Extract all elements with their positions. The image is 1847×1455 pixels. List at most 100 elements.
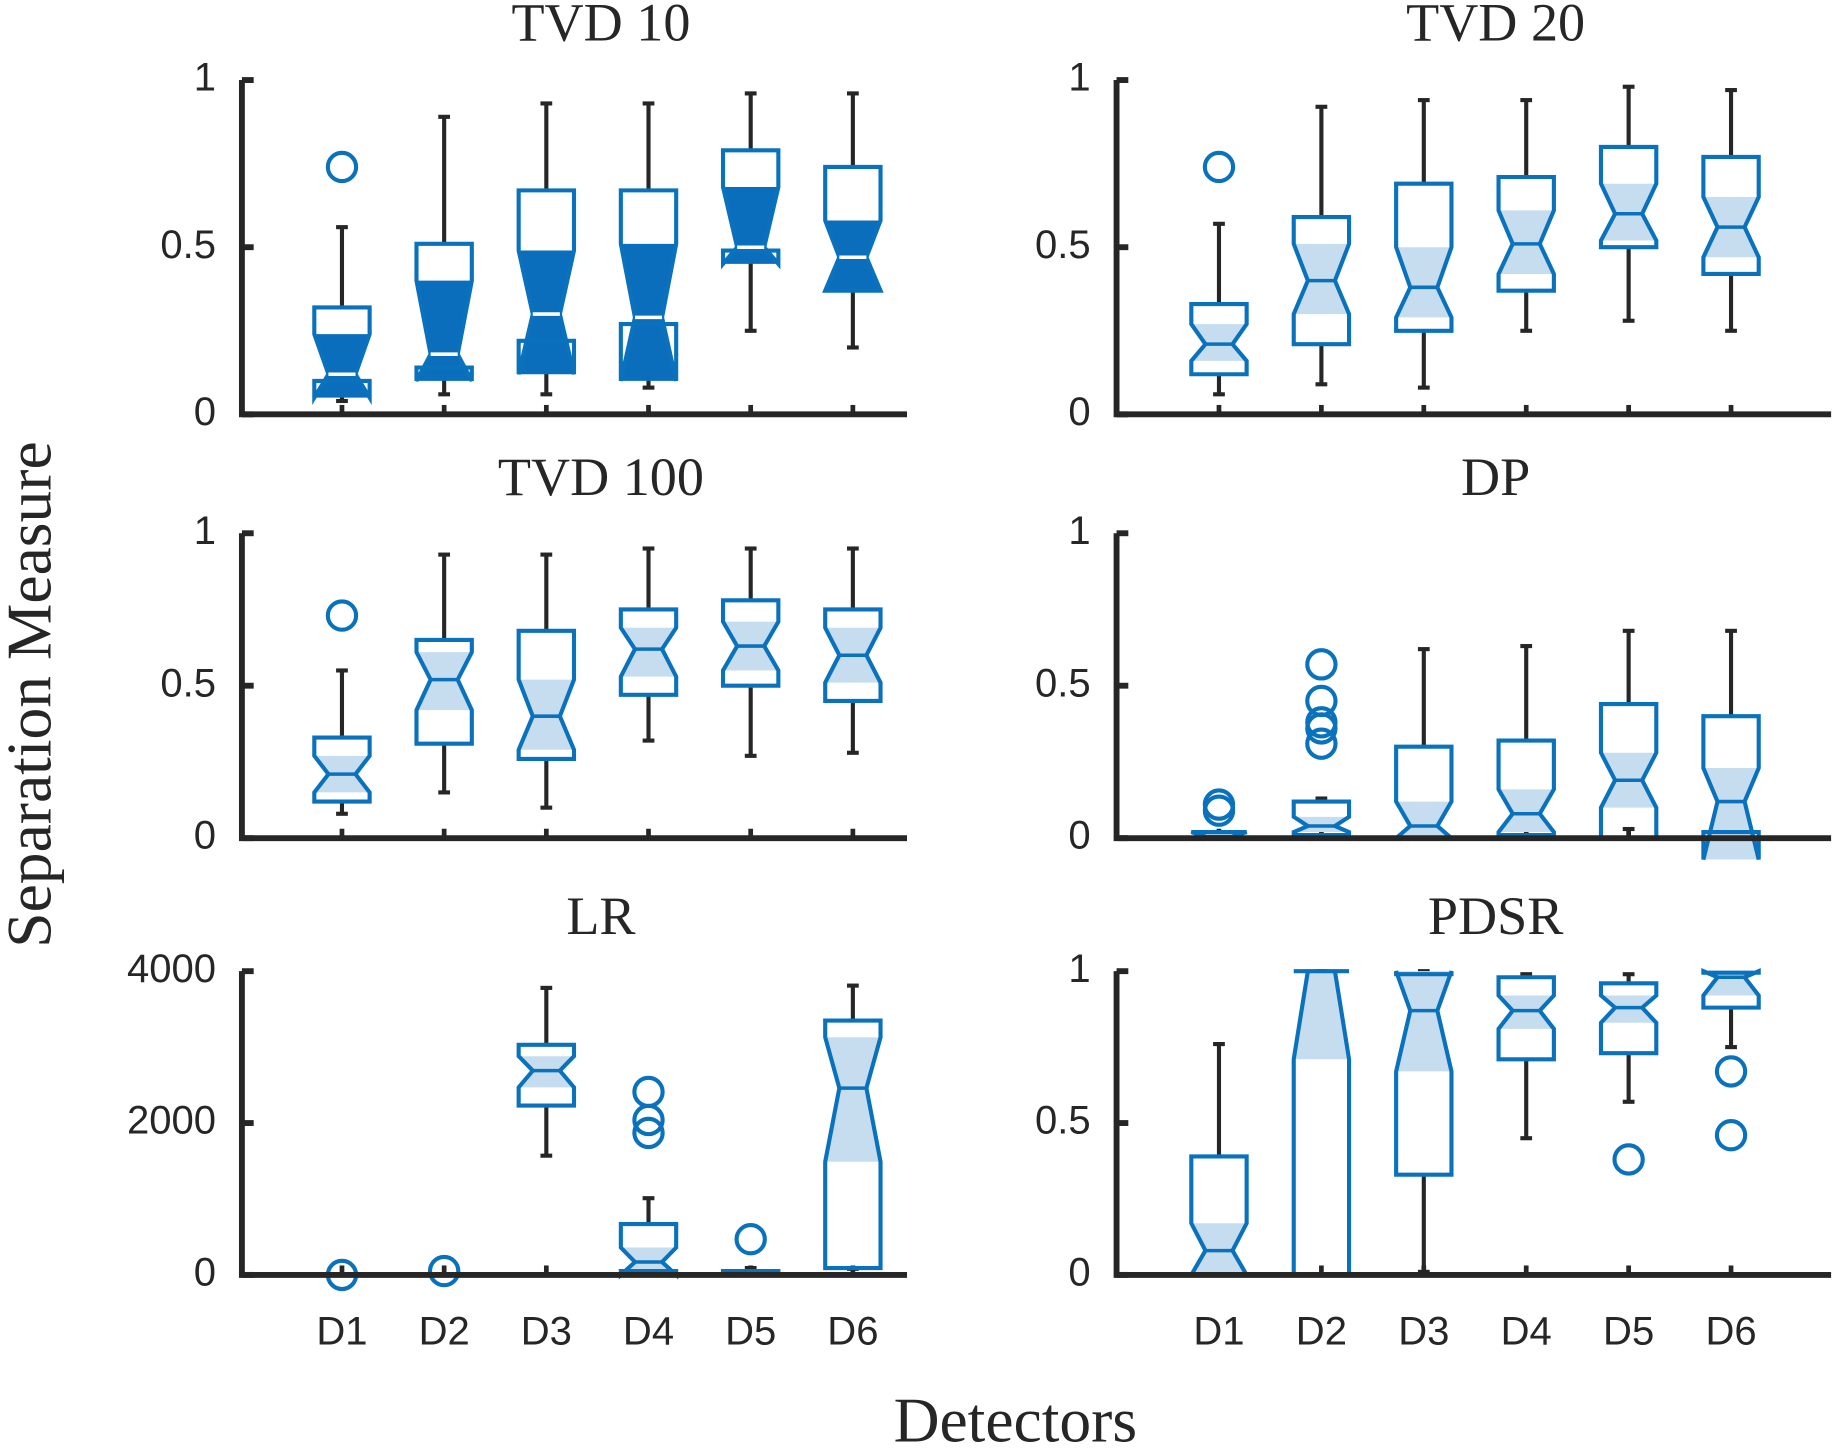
y-tick-label: 0.5	[1035, 661, 1091, 705]
box	[823, 1018, 883, 1271]
y-tick-label: 1	[194, 56, 216, 100]
x-tick-label: D4	[623, 1309, 674, 1353]
axes	[1113, 971, 1832, 1278]
y-tick-label: 0	[1068, 390, 1090, 434]
x-tick-label: D2	[1296, 1309, 1347, 1353]
outlier	[1305, 727, 1338, 760]
y-tick-label: 0	[1068, 814, 1090, 858]
notch-fill	[1396, 247, 1452, 318]
notch-fill	[314, 334, 370, 398]
x-tick-label: D5	[1603, 1309, 1654, 1353]
box	[618, 188, 679, 382]
x-tick-label: D3	[1398, 1309, 1449, 1353]
x-tick-label: D5	[725, 1309, 776, 1353]
box	[1598, 981, 1659, 1056]
y-tick-label: 1	[1068, 56, 1090, 100]
x-tick-label: D1	[316, 1309, 367, 1353]
notch-fill	[1396, 971, 1452, 1072]
outlier	[632, 1116, 665, 1150]
box	[1701, 714, 1761, 860]
y-tick-label: 0.5	[1035, 223, 1091, 267]
outlier	[427, 1254, 461, 1288]
y-tick-label: 0	[194, 814, 216, 858]
notch-fill	[1703, 971, 1759, 996]
box	[1291, 969, 1352, 1277]
chart-title: TVD 100	[498, 447, 704, 507]
x-tick-label: D1	[1193, 1309, 1244, 1353]
outlier	[1714, 1118, 1748, 1152]
axes	[238, 971, 908, 1278]
chart-title: TVD 20	[1406, 0, 1585, 53]
box	[414, 241, 474, 382]
y-tick-label: 1	[1068, 509, 1090, 553]
notch-fill	[1703, 768, 1759, 860]
outlier	[325, 150, 359, 184]
notch-fill	[1293, 971, 1350, 1060]
outlier	[1612, 1143, 1645, 1176]
box	[1701, 968, 1761, 1010]
axes	[1113, 533, 1832, 842]
y-tick-label: 0	[1068, 1250, 1090, 1294]
x-tick-label: D4	[1501, 1309, 1552, 1353]
box	[414, 637, 474, 746]
y-tick-label: 0.5	[160, 223, 216, 267]
chart-title: LR	[566, 886, 636, 946]
box	[1598, 144, 1659, 250]
x-tick-label: D6	[827, 1309, 878, 1353]
x-tick-label: D2	[419, 1309, 470, 1353]
notch-fill	[1396, 801, 1452, 839]
box	[720, 598, 781, 688]
box	[1291, 799, 1352, 838]
chart-title: TVD 10	[511, 0, 690, 53]
notch-fill	[1498, 789, 1554, 833]
box	[1496, 174, 1556, 293]
box	[720, 148, 781, 270]
notch-fill	[825, 1037, 881, 1162]
outlier	[632, 1103, 665, 1137]
box	[1189, 301, 1249, 377]
outlier	[1202, 150, 1236, 184]
box	[1291, 215, 1352, 347]
box	[618, 607, 679, 697]
y-axis-label: Separation Measure	[0, 441, 64, 947]
box	[1496, 975, 1556, 1062]
y-tick-label: 0.5	[1035, 1099, 1091, 1143]
box	[516, 188, 577, 375]
outlier	[1202, 794, 1236, 827]
axes	[1113, 80, 1832, 418]
x-tick-label: D3	[521, 1309, 572, 1353]
box	[1394, 181, 1454, 333]
x-axis-label: Detectors	[894, 1384, 1137, 1455]
box	[1701, 154, 1761, 277]
box	[1598, 701, 1659, 841]
box	[1390, 744, 1458, 841]
outlier	[325, 599, 359, 632]
axes	[238, 80, 908, 418]
box	[516, 1042, 577, 1108]
notch-fill	[620, 243, 677, 381]
box	[822, 164, 884, 293]
axes	[238, 533, 908, 842]
box	[1496, 738, 1556, 838]
y-tick-label: 0.5	[160, 661, 216, 705]
outlier	[1714, 1055, 1748, 1088]
chart-title: PDSR	[1428, 886, 1564, 946]
y-tick-label: 4000	[127, 947, 216, 991]
y-tick-label: 2000	[127, 1099, 216, 1143]
box	[516, 628, 577, 761]
outlier	[1305, 712, 1338, 745]
outlier	[1305, 648, 1338, 681]
outlier	[734, 1223, 767, 1256]
y-tick-label: 0	[194, 1250, 216, 1294]
y-tick-label: 1	[1068, 947, 1090, 991]
box	[1394, 970, 1454, 1177]
notch-fill	[620, 627, 677, 677]
y-tick-label: 0	[194, 390, 216, 434]
box	[823, 607, 883, 704]
outlier	[632, 1075, 665, 1109]
box	[312, 735, 372, 804]
box	[1187, 1154, 1251, 1277]
chart-title: DP	[1461, 447, 1530, 507]
box	[312, 305, 372, 406]
